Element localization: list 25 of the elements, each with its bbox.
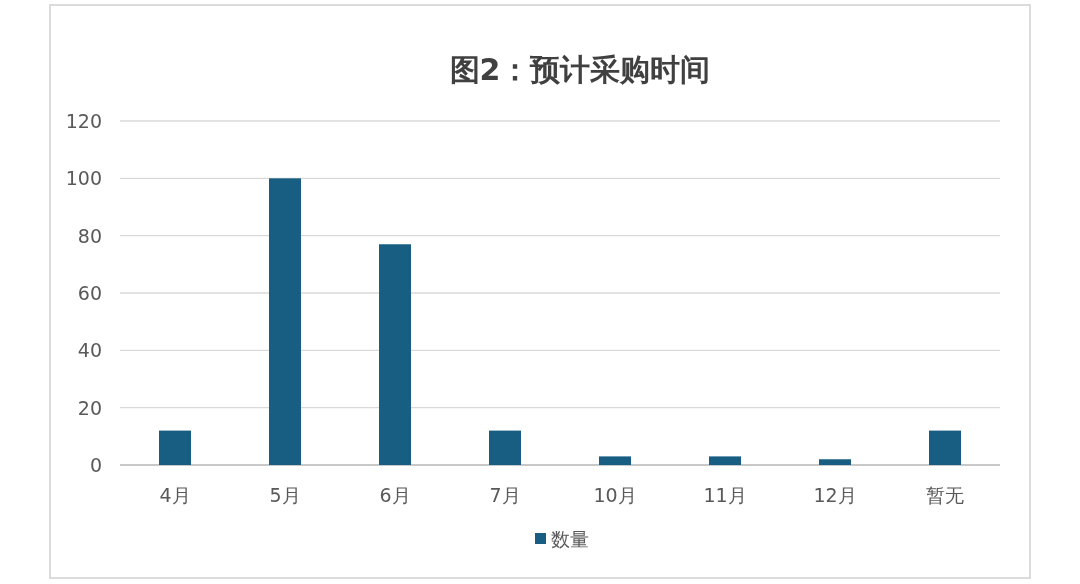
x-tick-label: 10月 xyxy=(593,484,637,506)
y-tick-label: 100 xyxy=(65,167,102,190)
y-tick-label: 20 xyxy=(77,396,102,419)
bar xyxy=(599,456,631,465)
bar xyxy=(819,459,851,465)
y-tick-label: 120 xyxy=(65,110,102,132)
y-tick-label: 40 xyxy=(77,339,102,362)
y-tick-label: 80 xyxy=(77,224,102,247)
bar xyxy=(159,430,191,465)
legend-label: 数量 xyxy=(551,528,589,550)
y-tick-label: 0 xyxy=(89,454,102,476)
x-tick-label: 6月 xyxy=(379,484,411,506)
bar xyxy=(929,430,961,465)
x-tick-label: 暂无 xyxy=(926,484,964,506)
x-tick-label: 12月 xyxy=(813,484,857,506)
x-tick-label: 7月 xyxy=(489,484,521,506)
bar xyxy=(489,430,521,465)
bar xyxy=(269,178,301,465)
y-tick-label: 60 xyxy=(77,282,102,304)
x-tick-label: 4月 xyxy=(159,484,191,506)
x-tick-label: 11月 xyxy=(703,484,747,506)
chart-title: 图2：预计采购时间 xyxy=(449,52,711,87)
bar xyxy=(379,244,411,465)
x-tick-label: 5月 xyxy=(269,484,301,506)
bar xyxy=(709,456,741,465)
